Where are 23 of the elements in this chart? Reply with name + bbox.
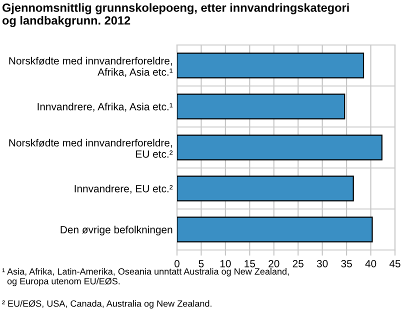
x-tick-label: 10: [220, 260, 231, 268]
chart-title: Gjennomsnittlig grunnskolepoeng, etter innvandringskategori og landbakgrunn. 2012: [2, 3, 349, 28]
y-tick-label: Den øvrige befolkningen: [60, 226, 172, 236]
text: ¹ Asia, Afrika, Latin-Amerika, Oseania unntatt Australia og New Zealand, og Europa utenom EU/EØS.: [2, 268, 289, 286]
x-tick-label: 25: [292, 260, 304, 268]
bar: [177, 52, 364, 78]
y-tick-label: Innvandrere, EU etc.²: [74, 184, 173, 194]
bar: [177, 134, 382, 160]
y-tick-label: Norskfødte med innvandrerforeldre, Afrika, Asia etc.¹: [9, 56, 173, 77]
bar: [177, 176, 354, 202]
y-tick-label: Norskfødte med innvandrerforeldre, EU etc.²: [9, 138, 173, 158]
y-tick-label: Innvandrere, Afrika, Asia etc.¹: [38, 102, 173, 112]
x-tick-label: 20: [268, 260, 280, 268]
x-tick-label: 5: [198, 260, 204, 268]
x-tick-label: 0: [174, 260, 180, 268]
x-tick-label: 45: [389, 260, 400, 268]
x-tick-label: 40: [365, 260, 376, 268]
text: ² EU/EØS, USA, Canada, Australia og New Zealand.: [2, 300, 212, 309]
x-tick-label: 15: [244, 260, 256, 268]
bar: [177, 94, 346, 120]
x-tick-label: 35: [341, 260, 352, 268]
x-tick-label: 30: [316, 260, 328, 268]
bar: [177, 216, 373, 242]
